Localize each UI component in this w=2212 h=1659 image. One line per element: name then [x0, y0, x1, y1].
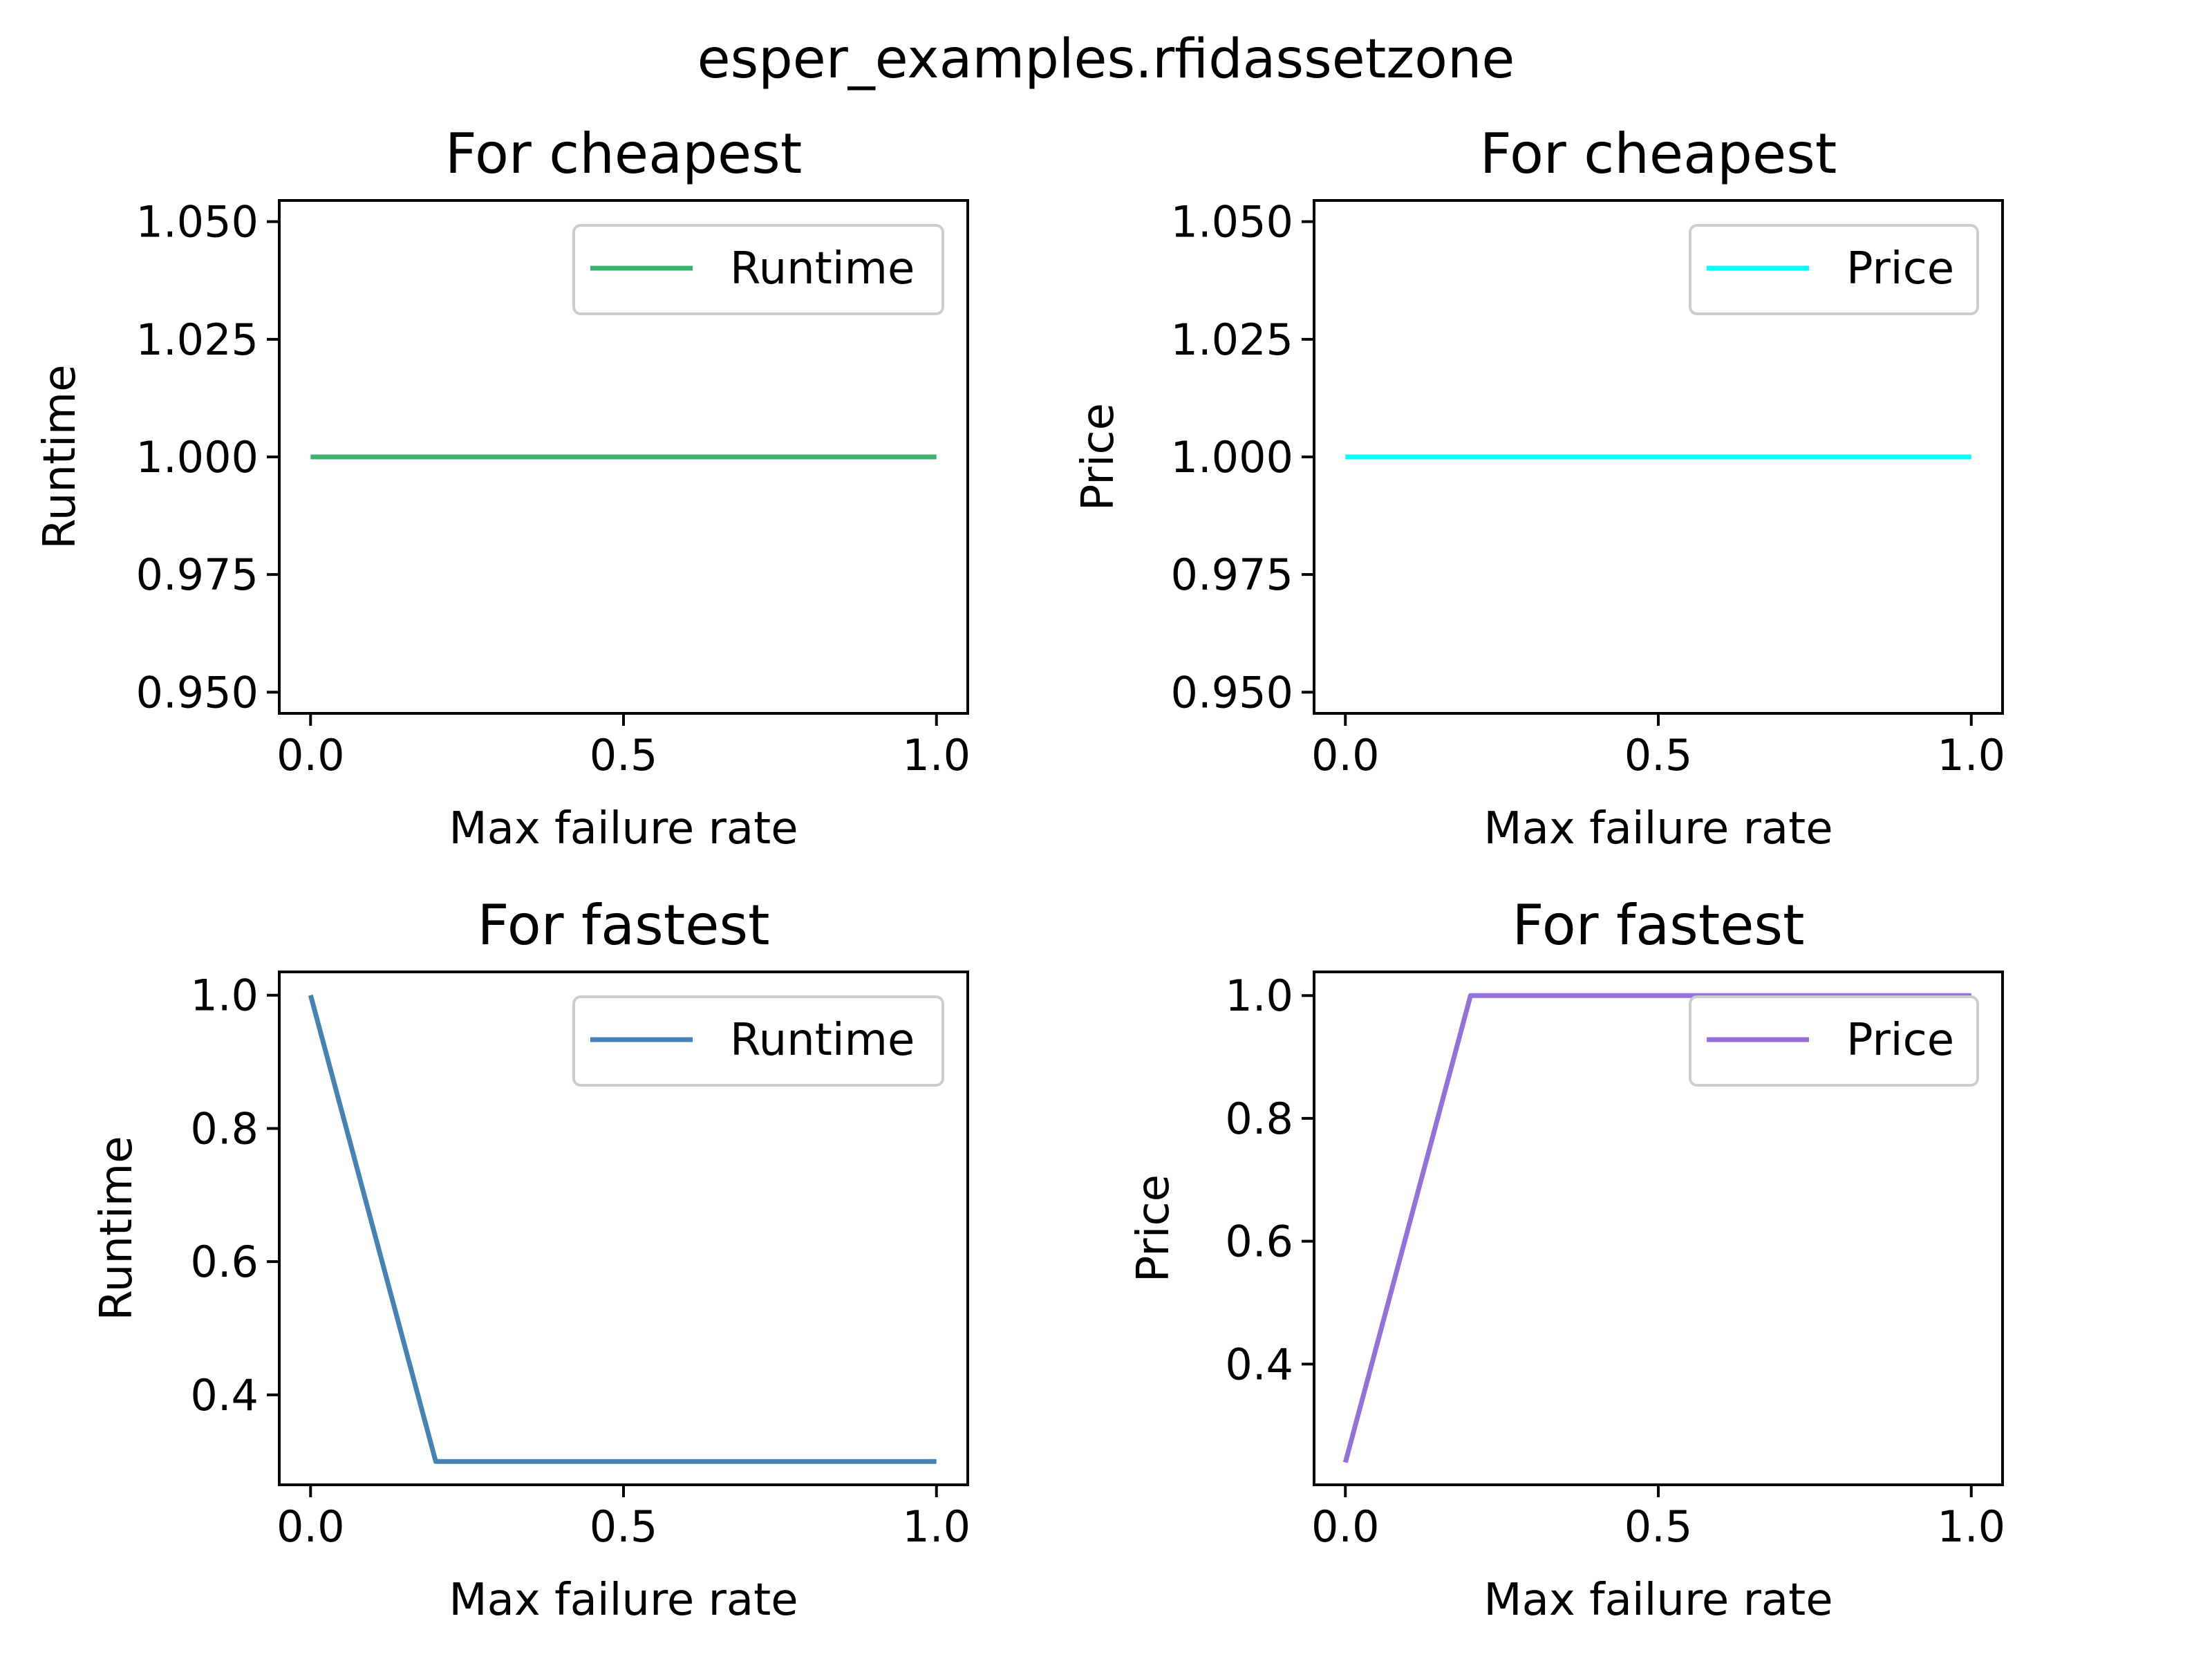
x-tick-label: 0.5: [590, 730, 658, 780]
subplot-1: For cheapest 0.0 0.5 1.0 0.950 0.975 1.000 1.02…: [35, 122, 971, 854]
x-axis-label: Max failure rate: [449, 1575, 798, 1626]
y-tick-label: 0.8: [190, 1103, 259, 1154]
x-tick-label: 1.0: [1937, 730, 2005, 780]
x-axis-label: Max failure rate: [449, 803, 798, 854]
y-tick-label: 1.050: [1171, 197, 1294, 247]
x-tick-label: 0.5: [1624, 1501, 1693, 1552]
y-tick-label: 0.6: [190, 1237, 259, 1287]
legend-label: Runtime: [730, 1015, 915, 1066]
y-tick-label: 1.000: [1171, 432, 1294, 482]
subplot-title: For fastest: [478, 893, 770, 957]
x-tick-label: 0.0: [1311, 730, 1380, 780]
y-tick-label: 0.4: [1225, 1339, 1293, 1389]
legend-box: [1689, 995, 1979, 1087]
x-tick-label: 1.0: [902, 730, 971, 780]
legend: Price: [1689, 224, 1979, 315]
y-tick-label: 1.0: [1225, 971, 1293, 1021]
y-tick-label: 0.975: [136, 550, 259, 600]
y-axis-label: Price: [1128, 1174, 1179, 1282]
x-axis-label: Max failure rate: [1483, 1575, 1833, 1626]
y-axis-label: Runtime: [35, 364, 86, 549]
x-tick-label: 1.0: [1937, 1501, 2005, 1552]
figure-suptitle: esper_examples.rfidassetzone: [697, 28, 1515, 91]
x-tick-label: 0.0: [1311, 1501, 1380, 1552]
legend: Price: [1689, 995, 1979, 1087]
subplot-4: For fastest 0.0 0.5 1.0 0.4 0.6 0.8 1.0 Max fail…: [1128, 893, 2005, 1626]
subplot-3: For fastest 0.0 0.5 1.0 0.4 0.6 0.8 1.0 Max fail…: [91, 893, 971, 1626]
subplot-grid: For cheapest 0.0 0.5 1.0 0.950 0.975 1.000 1.02…: [35, 122, 2005, 1626]
legend-label: Price: [1846, 243, 1954, 294]
y-tick-label: 0.4: [190, 1370, 259, 1421]
y-tick-label: 0.950: [1171, 667, 1294, 718]
legend-box: [1689, 224, 1979, 315]
y-tick-label: 1.050: [136, 197, 259, 247]
x-tick-label: 1.0: [902, 1501, 971, 1552]
y-tick-label: 0.6: [1225, 1217, 1293, 1267]
x-axis-label: Max failure rate: [1483, 803, 1833, 854]
legend-box: [572, 224, 944, 315]
y-axis-label: Runtime: [91, 1136, 142, 1320]
legend: Runtime: [572, 224, 944, 315]
x-tick-label: 0.0: [276, 730, 345, 780]
y-tick-label: 0.8: [1225, 1094, 1293, 1144]
subplot-title: For fastest: [1512, 893, 1805, 957]
y-tick-label: 1.0: [190, 971, 259, 1021]
y-tick-label: 0.975: [1171, 550, 1294, 600]
legend: Runtime: [572, 995, 944, 1087]
legend-label: Price: [1846, 1015, 1954, 1066]
series-line-runtime: [308, 994, 937, 1464]
subplot-2: For cheapest 0.0 0.5 1.0 0.950 0.975 1.000 1.02…: [1073, 122, 2005, 854]
subplot-title: For cheapest: [1480, 122, 1837, 186]
x-tick-label: 0.5: [590, 1501, 658, 1552]
x-tick-label: 0.0: [276, 1501, 345, 1552]
subplot-title: For cheapest: [445, 122, 802, 186]
y-tick-label: 1.025: [136, 315, 259, 365]
y-tick-label: 1.025: [1171, 315, 1294, 365]
legend-box: [572, 995, 944, 1087]
legend-label: Runtime: [730, 243, 915, 294]
y-tick-label: 0.950: [136, 667, 259, 718]
y-axis-label: Price: [1073, 403, 1124, 511]
x-tick-label: 0.5: [1624, 730, 1693, 780]
y-tick-label: 1.000: [136, 432, 259, 482]
